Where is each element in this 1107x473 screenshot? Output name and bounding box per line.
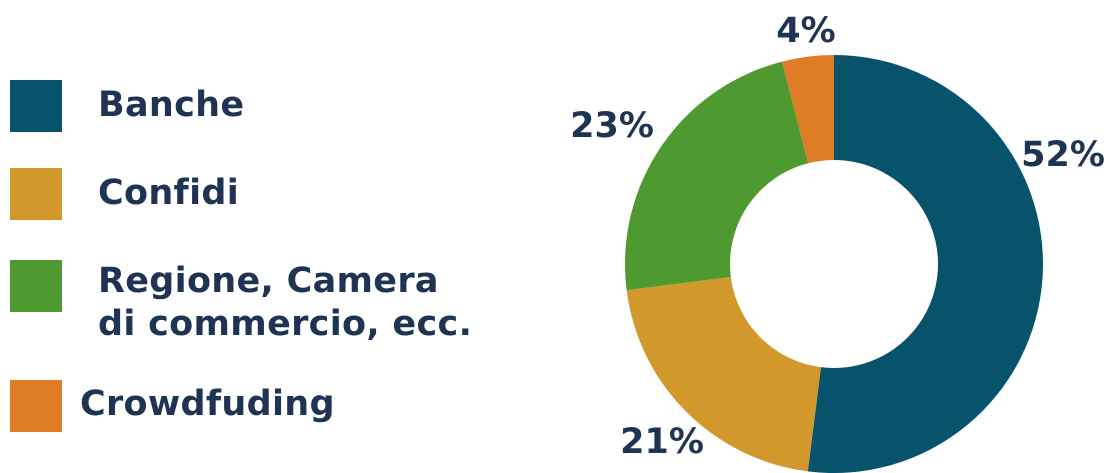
legend-item-regione: Regione, Camera di commercio, ecc. (10, 260, 472, 346)
slice-value-label-2: 23% (570, 106, 654, 146)
slice-value-label-1: 21% (620, 422, 704, 462)
legend-swatch (10, 168, 62, 220)
legend-swatch (10, 260, 62, 312)
legend-label: Confidi (98, 173, 240, 213)
legend-item-confidi: Confidi (10, 168, 239, 220)
donut-slice-3 (782, 55, 834, 164)
donut-slice-1 (626, 277, 821, 472)
legend-label: Regione, Camera di commercio, ecc. (98, 261, 473, 344)
legend-item-banche: Banche (10, 80, 244, 132)
legend-label: Crowdfuding (80, 384, 335, 424)
legend-label: Banche (98, 85, 245, 125)
slice-value-label-3: 4% (776, 11, 835, 51)
legend-swatch (10, 80, 62, 132)
donut-slice-0 (807, 55, 1044, 473)
donut-slice-2 (625, 61, 809, 291)
legend-item-crowdfuding: Crowdfuding (10, 380, 335, 432)
slice-value-label-0: 52% (1021, 135, 1105, 175)
chart-legend: Banche Confidi Regione, Camera di commer… (10, 80, 472, 432)
legend-swatch (10, 380, 62, 432)
